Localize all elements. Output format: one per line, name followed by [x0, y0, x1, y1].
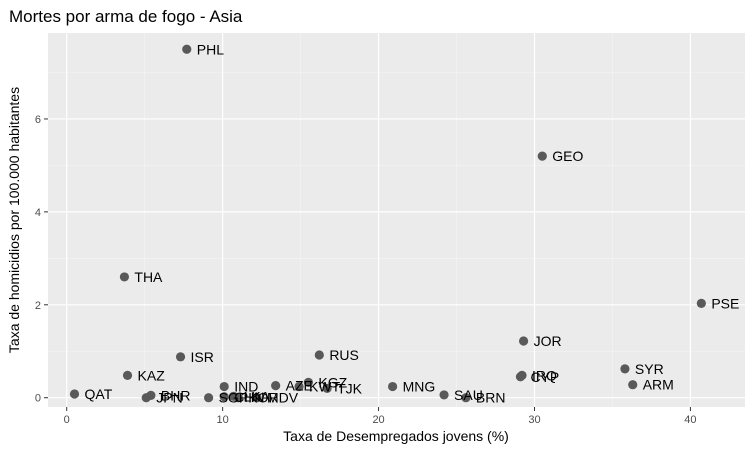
y-tick-label: 2: [35, 300, 41, 312]
point-label: IRQ: [532, 367, 557, 383]
grid-major: [48, 33, 745, 407]
data-point: [252, 393, 262, 403]
data-point: [119, 272, 130, 282]
data-point: [219, 381, 229, 392]
point-label: BHR: [161, 387, 191, 403]
point-label: ISR: [191, 349, 214, 365]
x-tick-labels: 0 10 20 30 40: [64, 414, 697, 426]
x-tick-label: 10: [217, 414, 229, 426]
data-points: [69, 44, 706, 403]
point-label: AZE: [286, 378, 313, 394]
point-label: LKA: [244, 388, 271, 404]
point-label: PHL: [197, 41, 224, 57]
point-label: MDV: [267, 390, 299, 406]
point-label: CYP: [530, 369, 559, 385]
data-point: [314, 350, 324, 360]
point-label: SAU: [454, 387, 483, 403]
data-point: [439, 390, 449, 400]
point-label: THA: [134, 269, 163, 285]
point-label: IND: [234, 379, 258, 395]
data-point: [388, 381, 398, 392]
x-tick-label: 20: [372, 414, 384, 426]
point-label: JOR: [534, 333, 562, 349]
point-label: KAZ: [138, 367, 166, 383]
y-tick-labels: 0 2 4 6: [35, 114, 41, 405]
point-label: SGP: [219, 390, 249, 406]
data-point: [628, 380, 638, 390]
data-point: [696, 298, 706, 308]
data-point: [175, 352, 186, 362]
data-point: [294, 381, 304, 392]
data-point: [271, 381, 281, 391]
data-point: [233, 393, 243, 403]
data-point: [69, 389, 80, 399]
chart-title: Mortes por arma de fogo - Asia: [9, 7, 243, 26]
data-point: [461, 393, 471, 403]
data-point: [303, 377, 314, 387]
data-point: [515, 372, 526, 382]
y-axis-title: Taxa de homicidios por 100.000 habitante…: [6, 87, 22, 353]
point-label: KOR: [248, 390, 278, 406]
point-label: PSE: [711, 295, 739, 311]
data-point: [204, 393, 214, 403]
point-label: TJK: [337, 380, 363, 396]
x-axis-title: Taxa de Desempregados jovens (%): [283, 428, 509, 444]
x-tick-label: 0: [64, 414, 70, 426]
axis-ticks: [44, 118, 691, 411]
data-point: [518, 336, 529, 346]
point-label: MNG: [403, 379, 436, 395]
point-label: SYR: [635, 361, 664, 377]
plot-panel: [48, 33, 745, 407]
point-label: QAT: [85, 386, 113, 402]
data-point: [141, 393, 151, 403]
point-label: RUS: [329, 347, 359, 363]
point-label: KGZ: [318, 374, 347, 390]
point-label: CHN: [234, 389, 264, 405]
grid-minor: [48, 33, 745, 407]
data-point: [537, 151, 547, 161]
point-label: KWT: [309, 379, 341, 395]
data-point: [219, 392, 229, 402]
x-tick-label: 40: [684, 414, 696, 426]
y-tick-label: 0: [35, 393, 41, 405]
y-tick-label: 4: [35, 207, 41, 219]
point-label: ARM: [643, 377, 674, 393]
data-point: [322, 383, 332, 394]
data-point: [620, 364, 630, 374]
x-tick-label: 30: [528, 414, 540, 426]
data-point: [122, 370, 133, 381]
data-point: [182, 44, 192, 54]
point-label: BRN: [476, 390, 506, 406]
point-label: JPN: [156, 390, 182, 406]
y-tick-label: 6: [35, 114, 41, 126]
point-label: GEO: [552, 148, 583, 164]
